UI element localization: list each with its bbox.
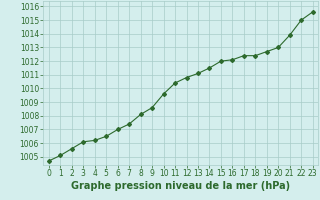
X-axis label: Graphe pression niveau de la mer (hPa): Graphe pression niveau de la mer (hPa) — [71, 181, 290, 191]
